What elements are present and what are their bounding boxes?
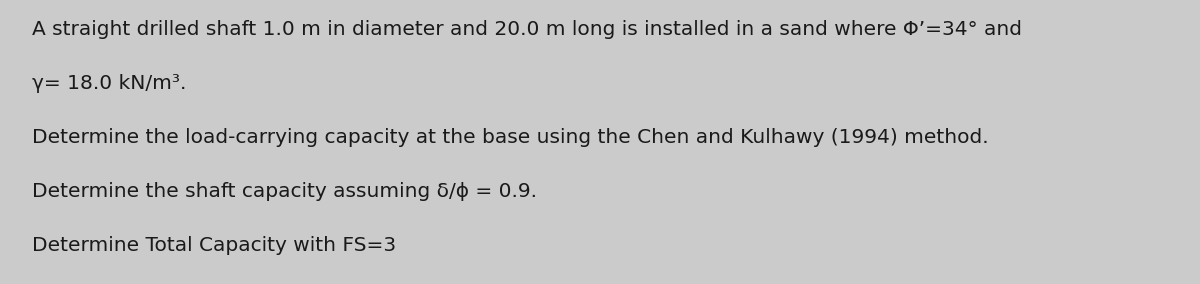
Text: Determine the shaft capacity assuming δ/ϕ = 0.9.: Determine the shaft capacity assuming δ/… — [32, 182, 538, 201]
Text: γ= 18.0 kN/m³.: γ= 18.0 kN/m³. — [32, 74, 187, 93]
Text: A straight drilled shaft 1.0 m in diameter and 20.0 m long is installed in a san: A straight drilled shaft 1.0 m in diamet… — [32, 20, 1022, 39]
Text: Determine Total Capacity with FS=3: Determine Total Capacity with FS=3 — [32, 236, 396, 255]
Text: Determine the load-carrying capacity at the base using the Chen and Kulhawy (199: Determine the load-carrying capacity at … — [32, 128, 989, 147]
